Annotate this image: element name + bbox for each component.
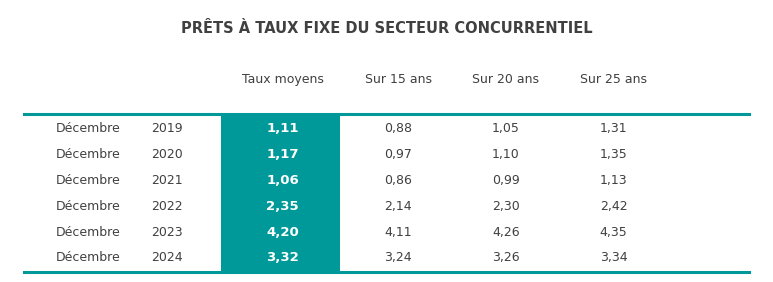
Text: 3,26: 3,26 bbox=[492, 252, 519, 265]
Text: 1,10: 1,10 bbox=[492, 148, 519, 161]
Bar bbox=[221, 116, 340, 271]
Text: 2,35: 2,35 bbox=[266, 200, 299, 213]
Text: Décembre: Décembre bbox=[56, 200, 120, 213]
Text: 0,97: 0,97 bbox=[384, 148, 412, 161]
Text: 1,05: 1,05 bbox=[492, 122, 519, 135]
Text: 0,99: 0,99 bbox=[492, 174, 519, 187]
Text: 1,11: 1,11 bbox=[266, 122, 299, 135]
Text: 3,24: 3,24 bbox=[384, 252, 412, 265]
Text: 1,17: 1,17 bbox=[266, 148, 299, 161]
Text: 0,86: 0,86 bbox=[384, 174, 412, 187]
Text: 1,13: 1,13 bbox=[600, 174, 628, 187]
Text: 3,34: 3,34 bbox=[600, 252, 628, 265]
Text: 2,14: 2,14 bbox=[384, 200, 412, 213]
Text: 0,88: 0,88 bbox=[384, 122, 412, 135]
Text: Décembre: Décembre bbox=[56, 226, 120, 239]
Text: Sur 25 ans: Sur 25 ans bbox=[581, 73, 647, 86]
Text: 2019: 2019 bbox=[152, 122, 183, 135]
Text: 2022: 2022 bbox=[152, 200, 183, 213]
Text: 1,35: 1,35 bbox=[600, 148, 628, 161]
Text: 2020: 2020 bbox=[152, 148, 183, 161]
Text: 2021: 2021 bbox=[152, 174, 183, 187]
Text: Taux moyens: Taux moyens bbox=[242, 73, 323, 86]
Text: Décembre: Décembre bbox=[56, 122, 120, 135]
Text: 4,11: 4,11 bbox=[384, 226, 412, 239]
Text: Décembre: Décembre bbox=[56, 252, 120, 265]
Text: 4,35: 4,35 bbox=[600, 226, 628, 239]
Text: Sur 20 ans: Sur 20 ans bbox=[472, 73, 540, 86]
Text: 3,32: 3,32 bbox=[266, 252, 299, 265]
Text: 1,06: 1,06 bbox=[266, 174, 299, 187]
Text: 4,20: 4,20 bbox=[266, 226, 299, 239]
Text: 2,42: 2,42 bbox=[600, 200, 628, 213]
Text: 1,31: 1,31 bbox=[600, 122, 628, 135]
Text: Décembre: Décembre bbox=[56, 174, 120, 187]
Text: PRÊTS À TAUX FIXE DU SECTEUR CONCURRENTIEL: PRÊTS À TAUX FIXE DU SECTEUR CONCURRENTI… bbox=[181, 21, 592, 36]
Text: Décembre: Décembre bbox=[56, 148, 120, 161]
Text: 2023: 2023 bbox=[152, 226, 183, 239]
Text: Sur 15 ans: Sur 15 ans bbox=[365, 73, 431, 86]
Text: 4,26: 4,26 bbox=[492, 226, 519, 239]
Text: 2024: 2024 bbox=[152, 252, 183, 265]
Text: 2,30: 2,30 bbox=[492, 200, 519, 213]
